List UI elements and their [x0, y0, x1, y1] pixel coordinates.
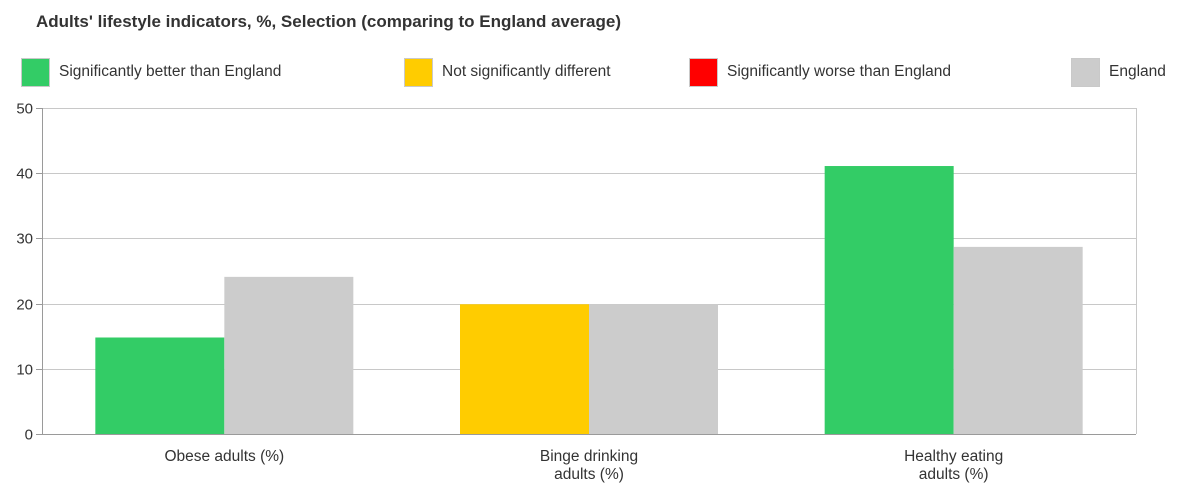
legend-swatch-worse — [689, 57, 718, 87]
legend-item-not-different[interactable]: Not significantly different — [404, 56, 611, 88]
x-category-label: Obese adults (%) — [164, 448, 284, 465]
x-category-label-line: Binge drinking — [540, 448, 638, 465]
legend: Significantly better than England Not si… — [0, 56, 1185, 90]
y-tick-label: 50 — [16, 101, 33, 118]
y-tick-label: 40 — [16, 166, 33, 183]
legend-label-not-different: Not significantly different — [442, 63, 611, 80]
chart-title: Adults' lifestyle indicators, %, Selecti… — [36, 12, 621, 31]
legend-swatch-better — [21, 57, 50, 87]
y-tick-label: 0 — [25, 427, 33, 444]
axis-labels: 0 10 20 30 40 50 Obese adults (%) Binge drinkin… — [16, 101, 1003, 484]
x-category-label-line: Healthy eating — [904, 448, 1003, 465]
axes — [36, 108, 1137, 435]
legend-item-worse[interactable]: Significantly worse than England — [689, 56, 951, 88]
legend-label-worse: Significantly worse than England — [727, 63, 952, 80]
bar-selection[interactable] — [460, 304, 589, 434]
bar-selection[interactable] — [95, 337, 225, 434]
legend-label-england: England — [1109, 63, 1166, 80]
bar-england[interactable] — [224, 276, 354, 434]
bars — [95, 166, 1083, 434]
legend-label-better: Significantly better than England — [59, 63, 282, 80]
legend-item-england[interactable]: England — [1071, 56, 1166, 88]
x-category-label-line: Obese adults (%) — [164, 448, 284, 465]
legend-item-better[interactable]: Significantly better than England — [21, 56, 281, 88]
y-tick-label: 10 — [16, 362, 33, 379]
legend-swatch-england — [1071, 57, 1100, 87]
y-tick-label: 20 — [16, 297, 33, 314]
x-category-label-line: adults (%) — [554, 466, 624, 483]
x-category-label: Binge drinking adults (%) — [540, 448, 638, 483]
legend-swatch-not-different — [404, 57, 433, 87]
bar-england[interactable] — [589, 304, 718, 434]
y-tick-label: 30 — [16, 231, 33, 248]
bar-england[interactable] — [953, 246, 1083, 434]
bar-selection[interactable] — [824, 166, 954, 434]
x-category-label-line: adults (%) — [919, 466, 989, 483]
x-category-label: Healthy eating adults (%) — [904, 448, 1003, 483]
